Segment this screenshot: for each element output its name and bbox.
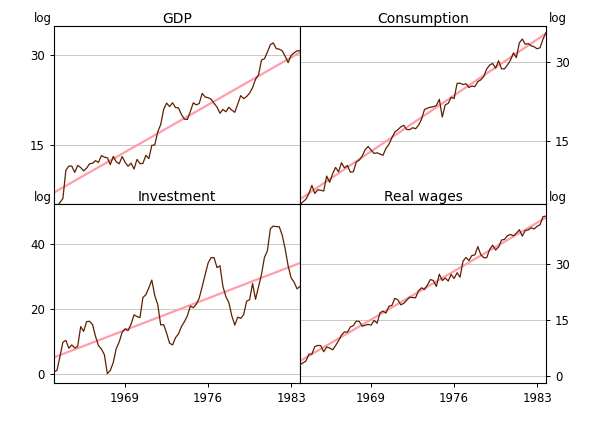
Title: Real wages: Real wages	[383, 190, 463, 204]
Text: log: log	[548, 12, 566, 25]
Text: log: log	[548, 190, 566, 204]
Title: Investment: Investment	[138, 190, 216, 204]
Text: log: log	[34, 12, 52, 25]
Title: GDP: GDP	[162, 12, 192, 26]
Title: Consumption: Consumption	[377, 12, 469, 26]
Text: log: log	[34, 190, 52, 204]
